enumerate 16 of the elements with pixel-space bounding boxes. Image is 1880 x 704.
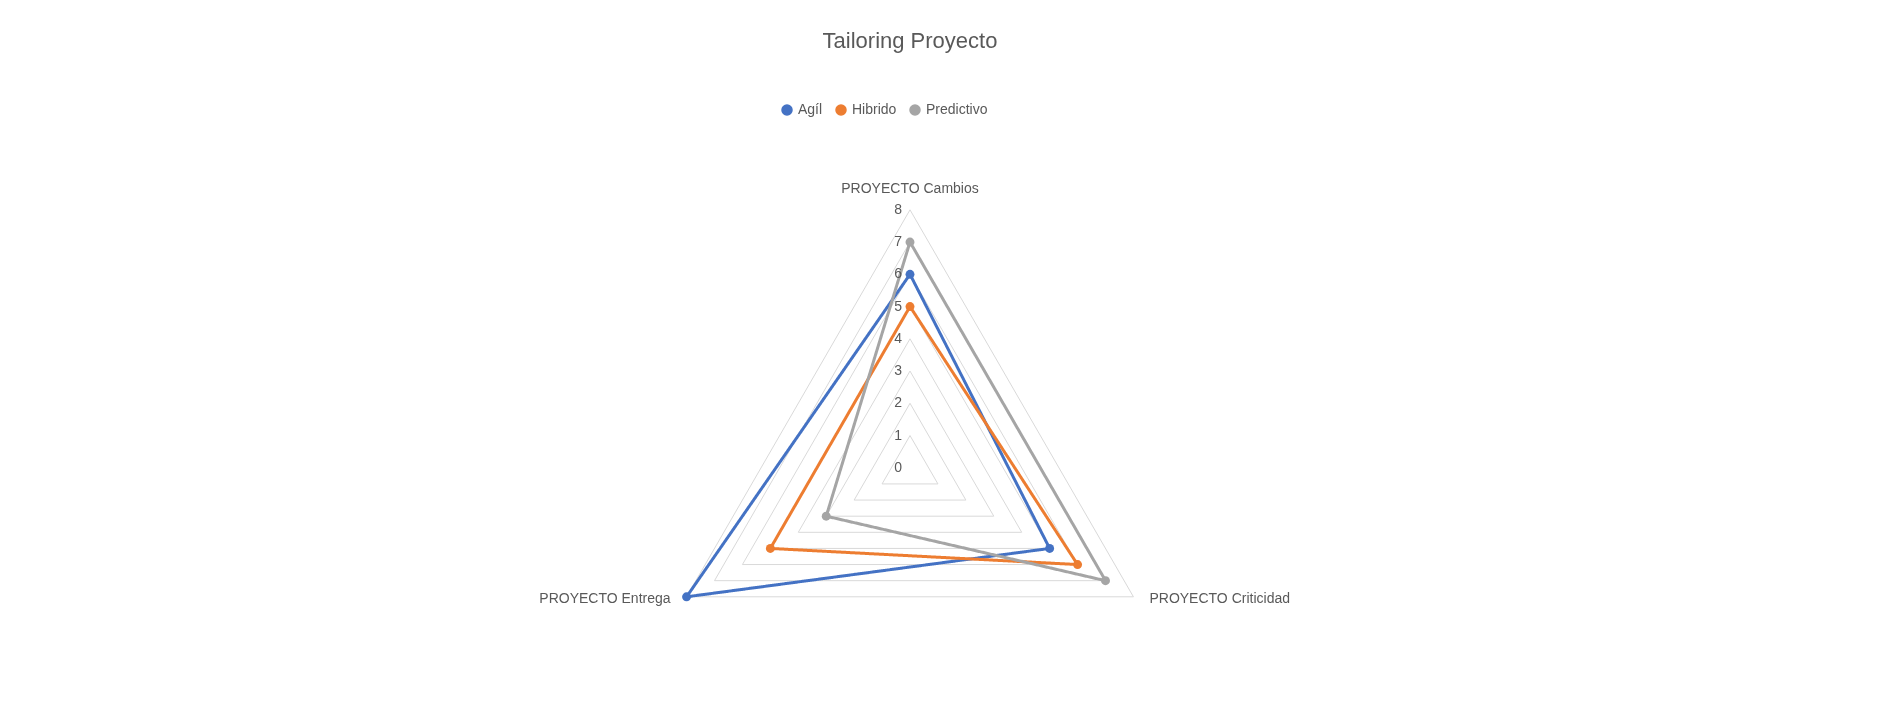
- spoke-label: PROYECTO Entrega: [539, 589, 671, 606]
- spoke-label: PROYECTO Criticidad: [1149, 589, 1290, 606]
- y-tick-label: 7: [894, 233, 903, 250]
- legend-label: Predictivo: [926, 101, 988, 117]
- y-tick-label: 0: [894, 458, 903, 475]
- y-tick-label: 3: [894, 362, 903, 379]
- spoke-label: PROYECTO Cambios: [841, 179, 979, 196]
- y-tick-label: 8: [894, 200, 903, 217]
- y-tick-label: 6: [894, 265, 903, 282]
- y-tick-label: 5: [894, 297, 903, 314]
- y-tick-label: 2: [894, 394, 903, 411]
- legend-label: Hibrido: [852, 101, 897, 117]
- chart-title: Tailoring Proyecto: [822, 28, 998, 53]
- y-tick-label: 4: [894, 329, 903, 346]
- legend-label: Agíl: [798, 101, 823, 117]
- y-tick-label: 1: [894, 426, 903, 443]
